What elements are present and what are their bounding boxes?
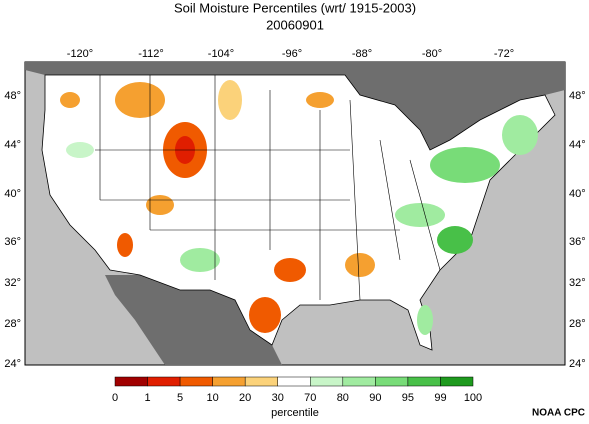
colorbar-bin <box>375 376 409 387</box>
longitude-label: -112° <box>138 48 164 60</box>
wet-area <box>437 226 473 254</box>
wet-area <box>66 142 94 158</box>
latitude-label: 24° <box>569 358 586 370</box>
dry-area <box>115 82 165 118</box>
dry-area <box>218 80 242 120</box>
map <box>24 61 566 366</box>
longitude-label: -104° <box>208 48 234 60</box>
latitude-label: 48° <box>4 90 21 102</box>
credit: NOAA CPC <box>532 408 585 419</box>
longitude-label: -88° <box>352 48 372 60</box>
wet-area <box>417 305 433 335</box>
colorbar-bin <box>147 376 181 387</box>
latitude-label: 24° <box>4 358 21 370</box>
dry-area <box>274 258 306 282</box>
latitude-label: 48° <box>569 90 586 102</box>
colorbar-bin <box>342 376 376 387</box>
canada <box>25 62 565 150</box>
latitude-label: 32° <box>569 277 586 289</box>
wet-area <box>502 115 538 155</box>
latitude-label: 32° <box>4 277 21 289</box>
colorbar-tick-label: 30 <box>272 392 284 404</box>
latitude-label: 44° <box>569 139 586 151</box>
colorbar-tick-label: 95 <box>402 392 414 404</box>
colorbar-tick-label: 1 <box>144 392 150 404</box>
date: 20060901 <box>266 17 324 32</box>
colorbar-label: percentile <box>271 407 319 419</box>
colorbar-bin <box>310 376 344 387</box>
latitude-label: 28° <box>569 318 586 330</box>
colorbar-bin <box>179 376 213 387</box>
mexico <box>105 275 282 365</box>
colorbar-tick-label: 90 <box>369 392 381 404</box>
wet-area <box>430 147 500 183</box>
colorbar-tick-label: 70 <box>304 392 316 404</box>
wet-area <box>395 203 445 227</box>
colorbar-bin <box>114 376 148 387</box>
latitude-label: 28° <box>4 318 21 330</box>
dry-area <box>117 233 133 257</box>
dry-area <box>249 297 281 333</box>
colorbar-tick-label: 99 <box>434 392 446 404</box>
longitude-label: -80° <box>422 48 442 60</box>
latitude-label: 36° <box>4 236 21 248</box>
longitude-label: -96° <box>282 48 302 60</box>
wet-area <box>180 248 220 272</box>
latitude-label: 40° <box>569 188 586 200</box>
dry-area <box>60 92 80 108</box>
state-border <box>95 75 441 301</box>
longitude-label: -120° <box>67 48 93 60</box>
colorbar-tick-label: 10 <box>207 392 219 404</box>
title: Soil Moisture Percentiles (wrt/ 1915-200… <box>174 0 416 15</box>
colorbar-tick-label: 0 <box>112 392 118 404</box>
colorbar-bin <box>277 376 311 387</box>
colorbar-tick-label: 5 <box>177 392 183 404</box>
colorbar-bin <box>440 376 474 387</box>
dry-area <box>345 253 375 277</box>
colorbar-bin <box>212 376 246 387</box>
latitude-label: 36° <box>569 236 586 248</box>
colorbar-bin <box>244 376 278 387</box>
dry-area <box>306 92 334 108</box>
colorbar-tick-label: 20 <box>239 392 251 404</box>
moisture-areas <box>60 80 538 335</box>
latitude-label: 44° <box>4 139 21 151</box>
colorbar-bin <box>407 376 441 387</box>
colorbar-tick-label: 100 <box>464 392 482 404</box>
latitude-label: 40° <box>4 188 21 200</box>
longitude-label: -72° <box>494 48 514 60</box>
state-borders <box>95 75 441 301</box>
colorbar-tick-label: 80 <box>337 392 349 404</box>
